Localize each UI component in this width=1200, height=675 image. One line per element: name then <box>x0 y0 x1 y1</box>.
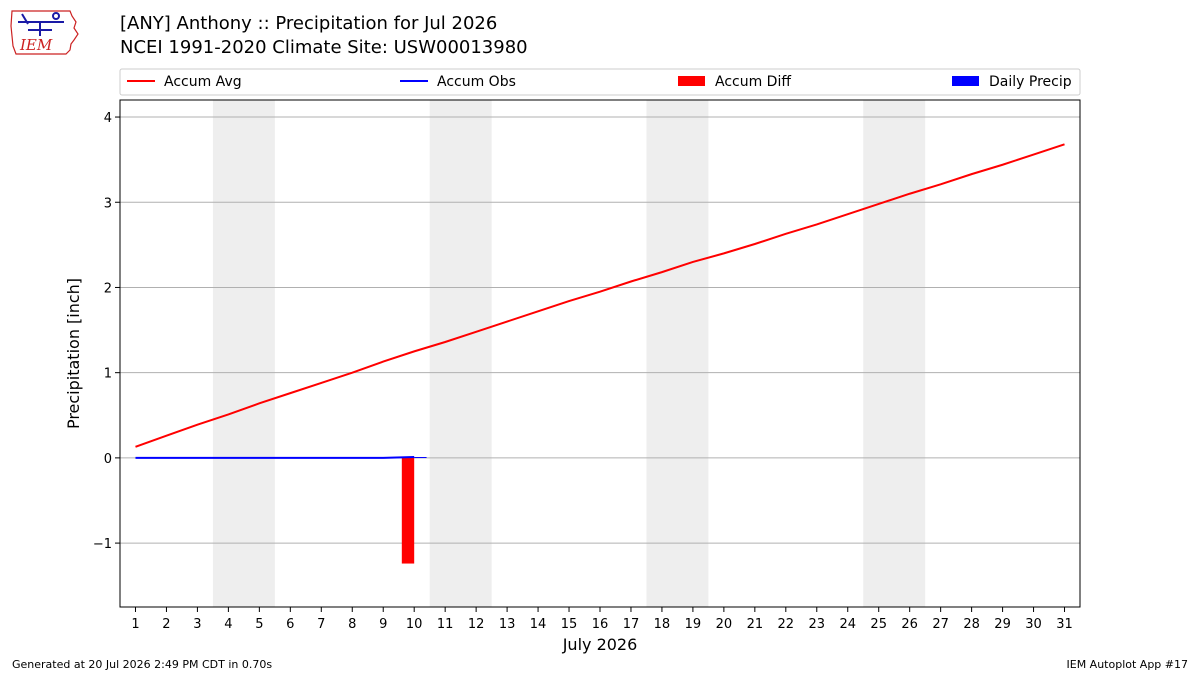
x-tick-label: 12 <box>468 617 485 632</box>
iem-logo: IEM <box>10 10 79 55</box>
x-tick-label: 14 <box>530 617 547 632</box>
accum-obs-line <box>135 456 415 459</box>
x-tick-label: 3 <box>193 617 201 632</box>
x-tick-label: 16 <box>592 617 609 632</box>
x-tick-label: 26 <box>901 617 918 632</box>
x-tick-label: 9 <box>379 617 387 632</box>
y-tick-label: 4 <box>104 111 112 126</box>
legend-label: Accum Obs <box>437 74 516 90</box>
logo-text: IEM <box>19 36 53 54</box>
x-tick-label: 24 <box>839 617 856 632</box>
legend-swatch <box>678 76 705 86</box>
x-tick-label: 20 <box>716 617 733 632</box>
x-tick-label: 19 <box>685 617 702 632</box>
weekend-band <box>863 100 926 607</box>
x-tick-label: 22 <box>778 617 795 632</box>
accum-avg-line <box>135 143 1065 448</box>
x-tick-label: 18 <box>654 617 671 632</box>
chart-legend: Accum Avg Accum Obs Accum Diff Daily Precip <box>119 68 1081 96</box>
legend-accum-obs: Accum Obs <box>400 74 516 90</box>
line-series <box>135 143 1065 459</box>
x-tick-label: 13 <box>499 617 516 632</box>
x-tick-label: 23 <box>809 617 826 632</box>
weekend-band <box>429 100 492 607</box>
x-tick-label: 31 <box>1056 617 1073 632</box>
x-tick-label: 1 <box>131 617 139 632</box>
weekend-band <box>212 100 275 607</box>
y-tick-label: 0 <box>104 452 112 467</box>
x-tick-label: 2 <box>162 617 170 632</box>
x-tick-label: 27 <box>932 617 949 632</box>
chart-title: [ANY] Anthony :: Precipitation for Jul 2… <box>120 13 498 34</box>
x-tick-label: 10 <box>406 617 423 632</box>
daily-precip-bar <box>414 457 427 459</box>
chart-subtitle: NCEI 1991-2020 Climate Site: USW00013980 <box>120 37 528 58</box>
footer-app-label: IEM Autoplot App #17 <box>1066 658 1189 671</box>
y-tick-label: 2 <box>104 281 112 296</box>
y-tick-label: 1 <box>104 367 112 382</box>
x-tick-label: 5 <box>255 617 263 632</box>
x-tick-label: 25 <box>870 617 887 632</box>
weekend-band <box>646 100 709 607</box>
legend-label: Daily Precip <box>989 74 1072 90</box>
legend-label: Accum Diff <box>715 74 791 90</box>
legend-swatch <box>952 76 979 86</box>
y-tick-label: 3 <box>104 196 112 211</box>
grid-lines <box>120 116 1080 544</box>
y-axis-label: Precipitation [inch] <box>64 278 83 429</box>
y-tick-label: −1 <box>93 537 112 552</box>
legend-daily-precip: Daily Precip <box>952 74 1072 90</box>
accum-diff-bar <box>401 457 415 564</box>
x-axis-label: July 2026 <box>562 635 638 654</box>
weekend-shading <box>212 100 926 607</box>
legend-label: Accum Avg <box>164 74 242 90</box>
legend-box <box>119 68 1081 96</box>
x-tick-label: 8 <box>348 617 356 632</box>
x-tick-label: 15 <box>561 617 578 632</box>
legend-accum-diff: Accum Diff <box>678 74 791 90</box>
x-tick-label: 30 <box>1025 617 1042 632</box>
x-tick-label: 28 <box>963 617 980 632</box>
footer-generated-text: Generated at 20 Jul 2026 2:49 PM CDT in … <box>12 658 273 671</box>
x-tick-label: 4 <box>224 617 232 632</box>
weather-station-icon <box>18 12 64 36</box>
legend-accum-avg: Accum Avg <box>127 74 242 90</box>
bar-series <box>401 457 427 564</box>
x-tick-label: 6 <box>286 617 294 632</box>
x-tick-label: 29 <box>994 617 1011 632</box>
x-tick-label: 17 <box>623 617 640 632</box>
x-tick-label: 21 <box>747 617 764 632</box>
x-tick-label: 11 <box>437 617 454 632</box>
x-tick-label: 7 <box>317 617 325 632</box>
